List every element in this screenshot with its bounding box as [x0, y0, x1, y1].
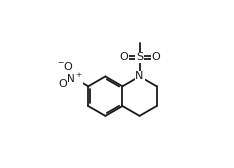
Text: O: O	[119, 52, 128, 62]
Text: O: O	[58, 79, 67, 89]
Text: N: N	[135, 71, 144, 81]
Text: O: O	[151, 52, 160, 62]
Text: N$^+$: N$^+$	[66, 72, 83, 85]
Text: $^{-}$O: $^{-}$O	[57, 60, 74, 72]
Text: S: S	[136, 52, 143, 62]
